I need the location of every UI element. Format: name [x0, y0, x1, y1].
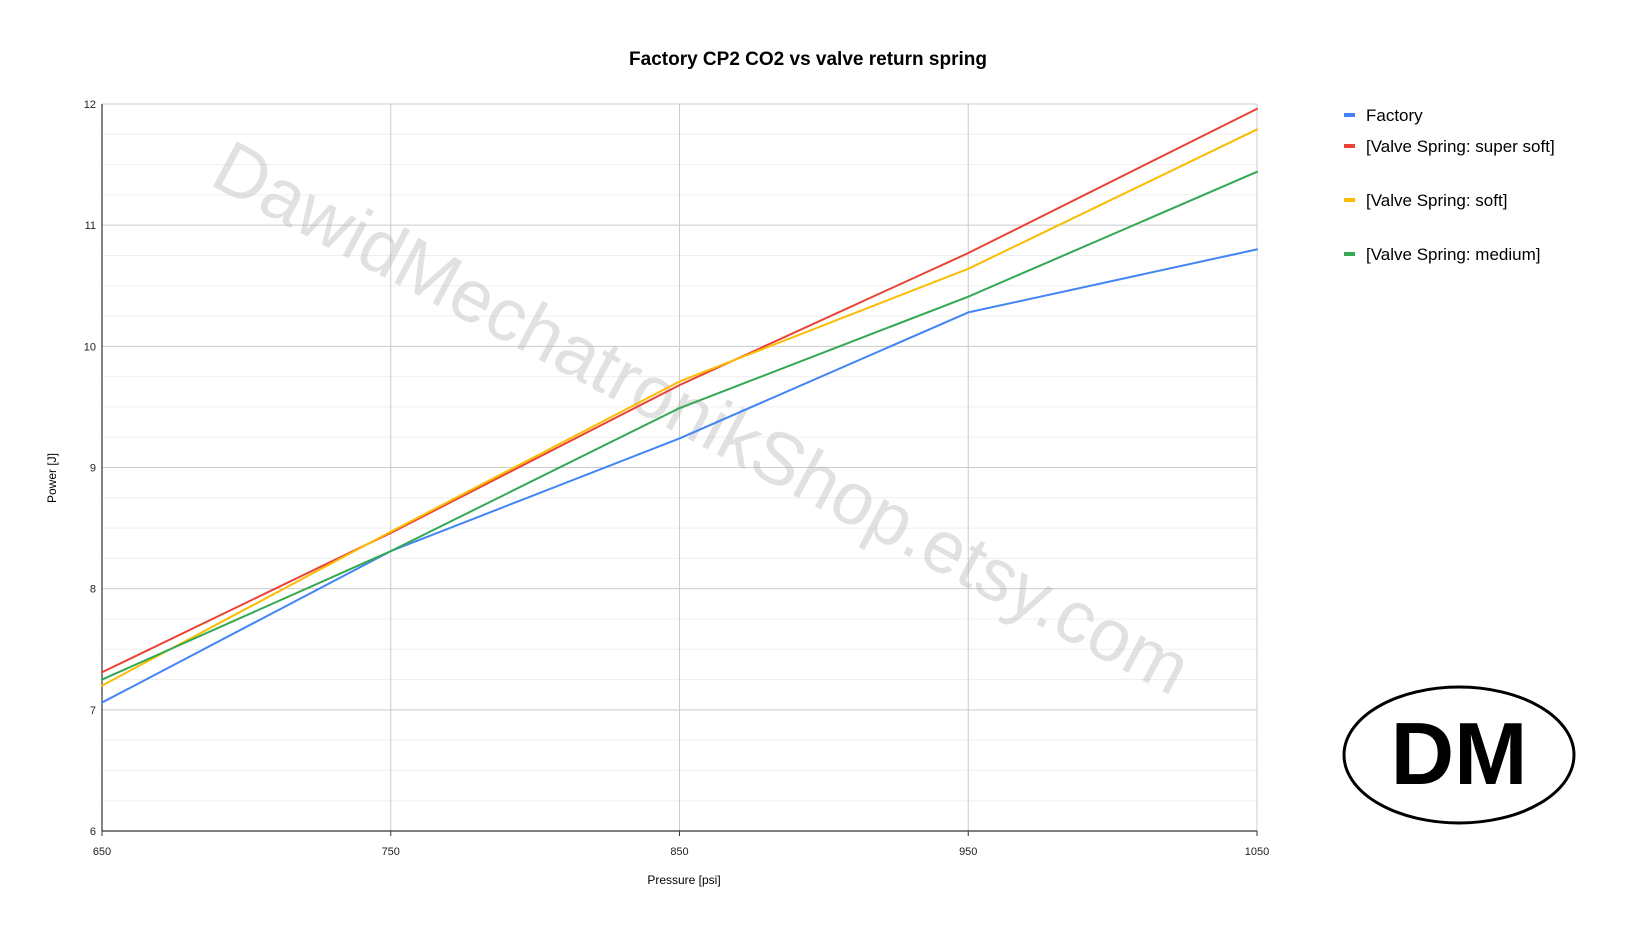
dm-logo-ellipse	[1342, 685, 1576, 825]
x-tick-label: 850	[670, 846, 688, 858]
series-line-1	[101, 107, 1258, 674]
series	[101, 107, 1258, 704]
legend-swatch	[1344, 113, 1355, 117]
legend-swatch	[1344, 198, 1355, 202]
series-line-0	[101, 248, 1258, 704]
dm-logo-text: DM	[1391, 704, 1528, 803]
y-tick-label: 9	[90, 463, 96, 475]
legend-label: [Valve Spring: soft]	[1366, 191, 1507, 210]
series-line-2	[101, 128, 1258, 687]
legend: Factory [Valve Spring: super soft] [Valve …	[1344, 106, 1555, 264]
watermark-text: DawidMechatronikShop.etsy.com	[200, 124, 1204, 710]
axes	[101, 104, 1258, 836]
x-axis-label: Pressure [psi]	[647, 873, 720, 887]
grid	[102, 103, 1258, 831]
x-tick-label: 750	[382, 846, 400, 858]
y-tick-label: 10	[84, 341, 96, 353]
y-tick-label: 12	[84, 99, 96, 111]
y-tick-label: 7	[90, 705, 96, 717]
y-axis-label: Power [J]	[45, 453, 59, 503]
chart-title: Factory CP2 CO2 vs valve return spring	[629, 49, 987, 70]
x-tick-label: 950	[959, 846, 977, 858]
x-tick-label: 650	[93, 846, 111, 858]
series-line-3	[101, 170, 1258, 681]
y-tick-label: 6	[90, 826, 96, 838]
x-tick-label: 1050	[1245, 846, 1269, 858]
y-tick-label: 8	[90, 584, 96, 596]
tick-labels: 650 750 850 950 1050 6 7 8 9 10 11 12	[84, 99, 1269, 858]
legend-label: Factory	[1366, 106, 1423, 125]
legend-swatch	[1344, 252, 1355, 256]
dm-logo: DM	[1342, 685, 1576, 825]
legend-label: [Valve Spring: medium]	[1366, 245, 1540, 264]
watermark: DawidMechatronikShop.etsy.com	[200, 124, 1204, 710]
y-tick-label: 11	[85, 220, 96, 232]
legend-swatch	[1344, 144, 1355, 148]
legend-label: [Valve Spring: super soft]	[1366, 137, 1555, 156]
